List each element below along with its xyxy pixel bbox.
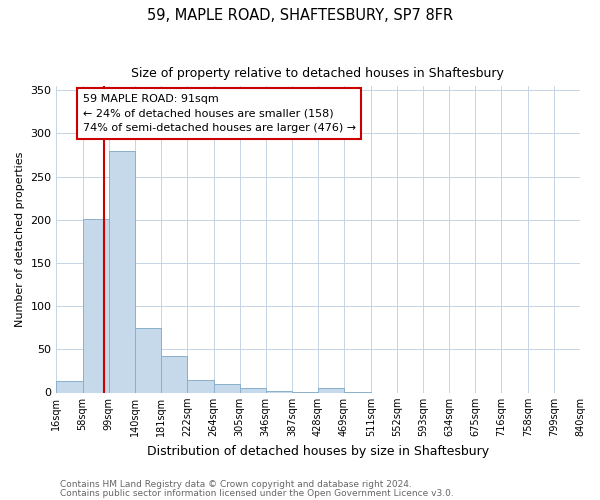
Bar [83,219,109,392]
Bar [187,380,214,392]
Title: Size of property relative to detached houses in Shaftesbury: Size of property relative to detached ho… [131,68,505,80]
X-axis label: Distribution of detached houses by size in Shaftesbury: Distribution of detached houses by size … [147,444,489,458]
Bar [214,384,239,392]
Bar [56,382,83,392]
Text: 59, MAPLE ROAD, SHAFTESBURY, SP7 8FR: 59, MAPLE ROAD, SHAFTESBURY, SP7 8FR [147,8,453,22]
Bar [318,388,344,392]
Text: Contains public sector information licensed under the Open Government Licence v3: Contains public sector information licen… [60,488,454,498]
Bar [161,356,187,393]
Text: 59 MAPLE ROAD: 91sqm
← 24% of detached houses are smaller (158)
74% of semi-deta: 59 MAPLE ROAD: 91sqm ← 24% of detached h… [83,94,356,133]
Bar [109,150,135,392]
Bar [266,391,292,392]
Bar [135,328,161,392]
Text: Contains HM Land Registry data © Crown copyright and database right 2024.: Contains HM Land Registry data © Crown c… [60,480,412,489]
Bar [239,388,266,392]
Y-axis label: Number of detached properties: Number of detached properties [15,152,25,327]
